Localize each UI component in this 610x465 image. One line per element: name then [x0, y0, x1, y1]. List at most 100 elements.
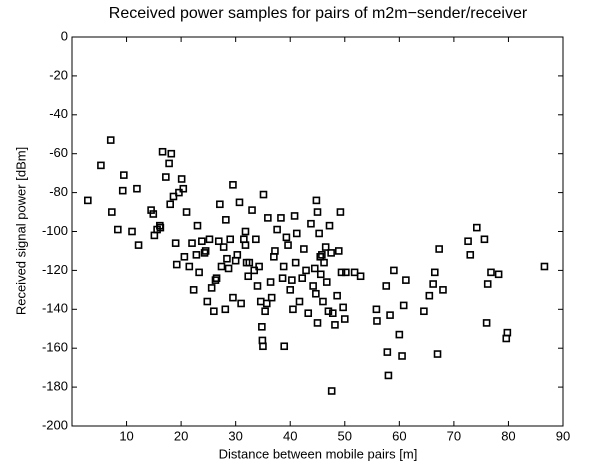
scatter-point — [336, 208, 345, 216]
scatter-point — [322, 278, 331, 286]
scatter-point — [286, 286, 295, 294]
scatter-point — [320, 258, 328, 267]
scatter-point — [156, 223, 165, 232]
scatter-point — [439, 286, 447, 294]
scatter-point — [292, 229, 301, 238]
scatter-point — [342, 268, 350, 277]
scatter-point — [229, 293, 237, 302]
scatter-point — [253, 282, 262, 290]
scatter-point — [337, 268, 346, 277]
scatter-point — [195, 268, 203, 277]
scatter-point — [313, 319, 322, 327]
scatter-point — [219, 243, 228, 251]
scatter-point — [420, 307, 428, 316]
x-tick-label: 60 — [392, 428, 406, 443]
y-tick-label: -120 — [42, 262, 68, 277]
scatter-point — [237, 299, 245, 308]
scatter-point — [386, 311, 394, 319]
scatter-point — [185, 262, 194, 271]
scatter-point — [340, 315, 349, 323]
scatter-point — [350, 268, 359, 277]
scatter-point — [429, 280, 437, 288]
scatter-point — [333, 291, 341, 300]
scatter-point — [149, 210, 158, 218]
scatter-point — [267, 293, 276, 302]
scatter-point — [288, 276, 296, 284]
scatter-point — [133, 184, 141, 193]
scatter-point — [402, 276, 410, 284]
scatter-point — [383, 348, 392, 356]
scatter-point — [198, 237, 206, 246]
scatter-point — [282, 233, 291, 242]
scatter-point — [315, 229, 323, 238]
scatter-point — [298, 274, 307, 282]
scatter-point — [192, 251, 201, 259]
y-tick-label: -40 — [49, 106, 68, 121]
scatter-point — [280, 342, 289, 351]
scatter-point — [203, 297, 212, 306]
scatter-point — [339, 303, 347, 312]
scatter-point — [494, 270, 503, 279]
scatter-point — [482, 319, 491, 327]
scatter-point — [273, 225, 281, 234]
scatter-point — [128, 227, 136, 236]
scatter-point — [398, 352, 406, 360]
scatter-point — [464, 237, 472, 246]
scatter-point — [331, 321, 339, 329]
scatter-point — [241, 227, 250, 236]
scatter-point — [244, 272, 253, 281]
scatter-point — [480, 235, 489, 244]
scatter-point — [258, 323, 266, 331]
scatter-point — [264, 214, 272, 222]
scatter-point — [291, 258, 300, 267]
scatter-point — [175, 188, 183, 197]
scatter-point — [158, 147, 167, 156]
scatter-point — [503, 328, 512, 337]
scatter-point — [321, 243, 330, 251]
x-tick-label: 80 — [501, 428, 515, 443]
scatter-point — [384, 371, 393, 380]
scatter-point — [180, 252, 189, 261]
y-tick-label: 0 — [61, 28, 68, 43]
scatter-point — [214, 237, 223, 246]
scatter-point — [316, 270, 325, 279]
scatter-point — [259, 342, 267, 351]
scatter-point — [233, 251, 242, 259]
x-axis-label: Distance between mobile pairs [m] — [219, 446, 418, 461]
scatter-point — [540, 262, 549, 271]
scatter-point — [316, 252, 325, 261]
x-tick-label: 20 — [174, 428, 188, 443]
scatter-point — [390, 266, 398, 275]
scatter-point — [189, 286, 198, 294]
y-tick-label: -200 — [42, 417, 68, 432]
scatter-point — [290, 212, 299, 220]
scatter-point — [212, 274, 221, 282]
x-tick-label: 90 — [556, 428, 570, 443]
scatter-point — [271, 247, 279, 255]
scatter-point — [120, 171, 128, 179]
scatter-point — [169, 192, 178, 201]
scatter-point — [182, 208, 191, 216]
y-tick-label: -160 — [42, 340, 68, 355]
scatter-point — [147, 206, 155, 214]
scatter-point — [334, 247, 343, 255]
scatter-point — [373, 317, 381, 325]
scatter-point — [245, 258, 254, 267]
scatter-point — [165, 159, 173, 168]
scatter-point — [279, 262, 288, 271]
scatter-point — [310, 264, 319, 273]
scatter-point — [395, 330, 404, 339]
scatter-point — [284, 241, 292, 249]
scatter-point — [312, 289, 320, 298]
scatter-point — [325, 221, 334, 230]
scatter-point — [309, 282, 317, 290]
scatter-point — [205, 235, 214, 244]
scatter-point — [162, 173, 170, 181]
scatter-point — [166, 200, 174, 209]
scatter-point — [327, 249, 335, 257]
scatter-point — [327, 387, 336, 395]
scatter-point — [221, 305, 230, 314]
scatter-point — [313, 208, 322, 216]
